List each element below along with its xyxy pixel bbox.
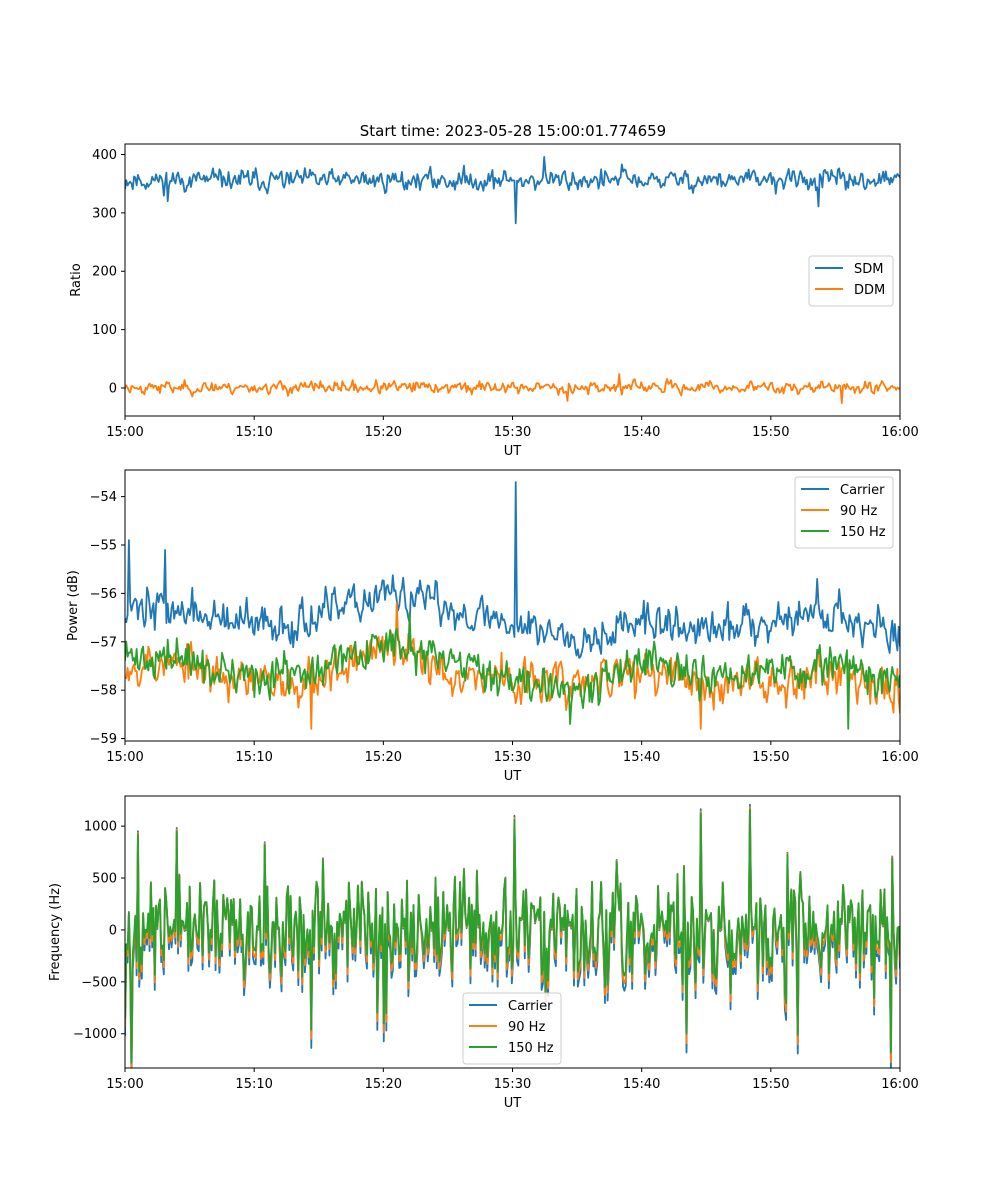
y-tick-label: 100	[92, 323, 117, 338]
y-tick-label: 500	[92, 872, 117, 887]
x-tick-label: 15:40	[623, 425, 660, 440]
x-tick-label: 15:00	[106, 750, 143, 765]
legend-label: 150 Hz	[840, 525, 886, 540]
y-axis-label: Ratio	[69, 263, 84, 296]
series-line-150-hz	[125, 808, 900, 1064]
y-tick-label: −55	[90, 539, 117, 554]
x-axis-label: UT	[504, 1096, 522, 1111]
x-tick-label: 15:10	[235, 425, 272, 440]
x-tick-label: 15:40	[623, 1077, 660, 1092]
x-axis-label: UT	[504, 769, 522, 784]
y-tick-label: 300	[92, 206, 117, 221]
legend: Carrier 90 Hz 150 Hz	[794, 476, 894, 549]
x-tick-label: 15:20	[365, 750, 402, 765]
legend-label: 90 Hz	[840, 504, 877, 519]
panel-2: 15:00 15:10 15:20 15:30 15:40 15:50 16:00 −59 −5…	[66, 469, 919, 784]
legend-label: DDM	[854, 283, 885, 298]
series-line-150-hz	[125, 611, 900, 730]
x-tick-label: 15:50	[752, 1077, 789, 1092]
x-tick-label: 15:10	[235, 750, 272, 765]
y-tick-label: −58	[90, 684, 117, 699]
legend-label: SDM	[854, 262, 883, 277]
x-tick-label: 15:30	[494, 1077, 531, 1092]
x-tick-label: 15:30	[494, 425, 531, 440]
y-tick-label: 1000	[84, 820, 117, 835]
x-tick-label: 15:10	[235, 1077, 272, 1092]
axes-frame	[124, 469, 901, 742]
x-tick-label: 15:30	[494, 750, 531, 765]
y-tick-label: 400	[92, 148, 117, 163]
y-tick-label: −54	[90, 490, 117, 505]
legend: SDM DDM	[808, 255, 894, 307]
series-line-carrier	[125, 481, 900, 659]
y-tick-label: −500	[81, 975, 117, 990]
x-tick-label: 16:00	[881, 750, 918, 765]
legend-label: Carrier	[508, 999, 553, 1014]
x-tick-label: 15:40	[623, 750, 660, 765]
y-tick-label: 0	[109, 923, 117, 938]
legend-label: 150 Hz	[508, 1041, 554, 1056]
x-tick-label: 16:00	[881, 425, 918, 440]
panel-3: 15:00 15:10 15:20 15:30 15:40 15:50 16:00 −1000…	[48, 795, 919, 1111]
legend: Carrier 90 Hz 150 Hz	[462, 992, 562, 1065]
y-tick-label: 200	[92, 265, 117, 280]
figure-title: Start time: 2023-05-28 15:00:01.774659	[360, 122, 666, 140]
x-tick-label: 15:50	[752, 425, 789, 440]
y-axis-label: Power (dB)	[66, 570, 81, 641]
x-tick-label: 15:20	[365, 425, 402, 440]
series-line-sdm	[125, 155, 900, 225]
panels: 15:00 15:10 15:20 15:30 15:40 15:50 16:00 0 100 2…	[48, 143, 919, 1111]
legend-label: Carrier	[840, 483, 885, 498]
x-tick-label: 16:00	[881, 1077, 918, 1092]
x-tick-label: 15:20	[365, 1077, 402, 1092]
y-tick-label: −56	[90, 587, 117, 602]
y-axis-label: Frequency (Hz)	[48, 883, 63, 981]
x-axis-label: UT	[504, 444, 522, 459]
series-line-ddm	[125, 373, 900, 405]
x-tick-label: 15:00	[106, 1077, 143, 1092]
legend-label: 90 Hz	[508, 1020, 545, 1035]
x-tick-label: 15:50	[752, 750, 789, 765]
y-tick-label: −57	[90, 635, 117, 650]
y-tick-label: −1000	[73, 1027, 117, 1042]
y-tick-label: 0	[109, 381, 117, 396]
y-tick-label: −59	[90, 732, 117, 747]
panel-1: 15:00 15:10 15:20 15:30 15:40 15:50 16:00 0 100 2…	[69, 143, 919, 459]
x-tick-label: 15:00	[106, 425, 143, 440]
